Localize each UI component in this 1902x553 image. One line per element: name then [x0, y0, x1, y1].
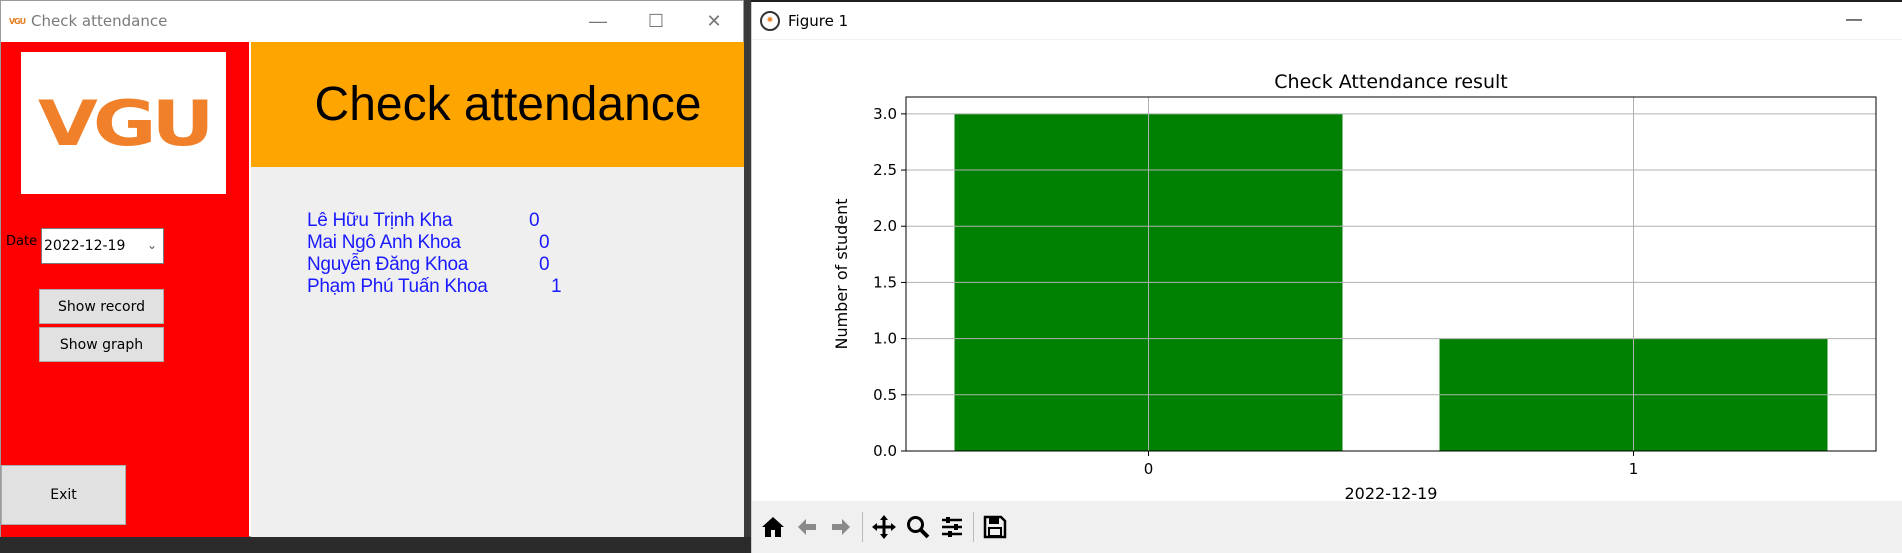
- record-value: 0: [539, 254, 550, 275]
- record-name: Mai Ngô Anh Khoa: [307, 232, 461, 253]
- configure-icon[interactable]: [935, 510, 969, 544]
- record-list: Lê Hữu Trịnh Kha 0 Mai Ngô Anh Khoa 0 Ng…: [307, 210, 562, 298]
- exit-button[interactable]: Exit: [1, 465, 126, 525]
- date-label: Date: [6, 234, 38, 249]
- x-axis-label: 2022-12-19: [1345, 484, 1438, 501]
- x-tick-label: 0: [1144, 460, 1154, 478]
- y-tick-label: 1.5: [873, 273, 897, 291]
- record-name: Nguyễn Đăng Khoa: [307, 254, 469, 275]
- toolbar-separator: [973, 512, 974, 542]
- date-select[interactable]: 2022-12-19 ⌄: [41, 228, 164, 264]
- matplotlib-icon: ✷: [760, 10, 780, 31]
- maximize-icon: ☐: [647, 10, 665, 31]
- page-title: Check attendance: [314, 78, 702, 131]
- back-icon[interactable]: [790, 510, 824, 544]
- y-tick-label: 0.5: [873, 386, 897, 404]
- logo-text: VGU: [37, 86, 215, 160]
- close-button[interactable]: ✕: [685, 1, 743, 41]
- bar-chart: 0.0 0.5 1.0 1.5 2.0 2.5 3.0 0 1 Check Attendance …: [832, 71, 1877, 501]
- close-icon: ✕: [706, 10, 722, 31]
- y-tick-label: 3.0: [873, 105, 897, 123]
- toolbar-separator: [862, 512, 863, 542]
- x-tick-label: 1: [1629, 460, 1639, 478]
- figure-title: Figure 1: [788, 11, 849, 30]
- minimize-button[interactable]: —: [569, 1, 627, 41]
- figure-toolbar: [752, 501, 1902, 553]
- sidebar: VGU Date 2022-12-19 ⌄ Show record Show g…: [1, 42, 249, 538]
- date-value: 2022-12-19: [44, 238, 126, 254]
- forward-icon[interactable]: [824, 510, 858, 544]
- minimize-button[interactable]: —: [1846, 11, 1862, 28]
- record-row: Mai Ngô Anh Khoa 0: [307, 232, 550, 254]
- figure-title-bar: ✷ Figure 1 —: [752, 2, 1902, 40]
- y-tick-label: 2.5: [873, 161, 897, 179]
- header-band: Check attendance: [251, 42, 745, 167]
- figure-window: ✷ Figure 1 — 0.0 0.5 1.0 1.5 2.0 2.5 3.0 0 1 Chec…: [751, 2, 1902, 553]
- check-attendance-window: VGU Check attendance — ☐ ✕ VGU Date 2022…: [0, 0, 745, 538]
- record-row: Nguyễn Đăng Khoa 0: [307, 254, 550, 276]
- y-tick-label: 1.0: [873, 330, 897, 348]
- desktop-strip: [0, 537, 751, 553]
- chevron-down-icon: ⌄: [146, 238, 157, 252]
- record-name: Phạm Phú Tuấn Khoa: [307, 276, 488, 297]
- y-axis-label: Number of student: [832, 198, 851, 349]
- show-graph-button[interactable]: Show graph: [39, 327, 164, 362]
- save-icon[interactable]: [978, 510, 1012, 544]
- chart-title: Check Attendance result: [1274, 71, 1507, 93]
- home-icon[interactable]: [756, 510, 790, 544]
- record-name: Lê Hữu Trịnh Kha: [307, 210, 453, 231]
- minimize-icon: —: [589, 10, 607, 31]
- record-row: Phạm Phú Tuấn Khoa 1: [307, 276, 562, 298]
- show-record-button[interactable]: Show record: [39, 289, 164, 324]
- record-value: 1: [551, 276, 562, 297]
- window-title: Check attendance: [31, 12, 168, 30]
- content-area: Lê Hữu Trịnh Kha 0 Mai Ngô Anh Khoa 0 Ng…: [251, 167, 745, 538]
- maximize-button[interactable]: ☐: [627, 1, 685, 41]
- logo: VGU: [21, 52, 226, 194]
- app-icon: VGU: [8, 16, 26, 26]
- record-value: 0: [529, 210, 540, 231]
- title-bar: VGU Check attendance — ☐ ✕: [1, 1, 743, 41]
- record-row: Lê Hữu Trịnh Kha 0: [307, 210, 540, 232]
- zoom-icon[interactable]: [901, 510, 935, 544]
- desktop-gap: [744, 0, 751, 553]
- y-tick-label: 2.0: [873, 217, 897, 235]
- pan-icon[interactable]: [867, 510, 901, 544]
- y-tick-label: 0.0: [873, 442, 897, 460]
- axes-frame: [905, 96, 1877, 452]
- record-value: 0: [539, 232, 550, 253]
